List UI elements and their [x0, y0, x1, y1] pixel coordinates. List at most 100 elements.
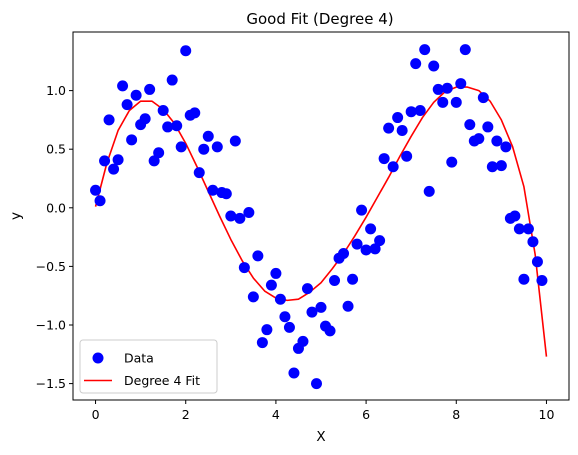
legend: Data Degree 4 Fit: [79, 339, 218, 394]
data-point: [279, 311, 291, 323]
chart-title: Good Fit (Degree 4): [246, 10, 393, 28]
data-point: [365, 223, 377, 235]
data-point: [401, 150, 413, 162]
y-tick-label: 1.0: [46, 83, 66, 98]
x-tick-label: 6: [362, 407, 370, 422]
data-point: [369, 243, 381, 255]
data-point: [455, 78, 467, 90]
data-point: [419, 44, 431, 56]
x-tick-label: 8: [452, 407, 460, 422]
data-point: [225, 210, 237, 222]
data-point: [491, 135, 503, 147]
data-point: [315, 301, 327, 313]
data-point: [500, 141, 512, 153]
data-point: [153, 147, 165, 159]
data-point: [270, 267, 282, 279]
data-point: [513, 223, 525, 235]
data-point: [220, 188, 232, 200]
data-point: [410, 58, 422, 70]
data-point: [459, 44, 471, 56]
data-point: [347, 273, 359, 285]
legend-box: [79, 339, 218, 394]
data-point: [166, 74, 178, 86]
data-point: [202, 130, 214, 142]
data-point: [265, 279, 277, 291]
data-point: [509, 210, 521, 222]
data-point: [329, 274, 341, 286]
y-axis-label: y: [8, 212, 24, 220]
data-point: [148, 155, 160, 167]
data-point: [392, 112, 404, 124]
data-point: [256, 337, 268, 349]
y-tick-label: 0.0: [46, 200, 66, 215]
data-point: [378, 153, 390, 165]
data-point: [94, 195, 106, 207]
data-point: [324, 325, 336, 337]
data-point: [432, 83, 444, 95]
data-point: [423, 185, 435, 197]
data-point: [428, 60, 440, 72]
data-point: [495, 160, 507, 172]
plot-frame: [72, 31, 570, 401]
data-point: [531, 256, 543, 268]
data-point: [477, 92, 489, 104]
data-point: [247, 291, 259, 303]
data-point: [486, 161, 498, 173]
y-axis-ticks: −1.5 −1.0 −0.5 0.0 0.5 1.0: [36, 83, 73, 391]
data-point: [356, 204, 368, 216]
data-point: [338, 248, 350, 259]
data-point: [103, 114, 115, 126]
data-point: [288, 367, 300, 379]
data-point: [297, 335, 309, 347]
data-point: [342, 300, 354, 312]
data-point: [473, 133, 485, 145]
data-point: [99, 155, 111, 167]
data-point: [405, 106, 417, 118]
legend-marker-data: [92, 352, 104, 364]
y-tick-label: −1.5: [36, 376, 66, 391]
legend-label-fit: Degree 4 Fit: [124, 373, 200, 388]
data-point: [193, 167, 205, 179]
data-point: [243, 206, 255, 218]
data-point: [207, 184, 219, 196]
data-point: [396, 124, 408, 136]
data-point: [144, 83, 156, 95]
x-tick-label: 4: [272, 407, 280, 422]
data-points-layer: [90, 44, 548, 390]
data-point: [171, 120, 183, 132]
data-point: [310, 378, 322, 390]
y-tick-label: −0.5: [36, 259, 66, 274]
data-point: [482, 121, 494, 133]
x-tick-label: 0: [92, 407, 100, 422]
data-point: [464, 119, 476, 131]
data-point: [446, 156, 458, 168]
data-point: [306, 306, 318, 318]
data-point: [108, 163, 120, 175]
data-point: [383, 122, 395, 134]
data-point: [234, 212, 246, 224]
data-point: [387, 161, 399, 173]
data-point: [536, 274, 548, 286]
fit-line-layer: [94, 86, 548, 357]
x-axis-label: X: [316, 429, 325, 445]
data-point: [437, 96, 449, 108]
legend-label-data: Data: [124, 351, 154, 366]
data-point: [189, 107, 201, 119]
data-point: [198, 143, 210, 155]
data-point: [126, 134, 138, 146]
y-tick-label: 0.5: [46, 142, 66, 157]
data-point: [121, 99, 133, 111]
data-point: [261, 324, 273, 336]
x-tick-label: 10: [539, 407, 555, 422]
plot-area: [72, 31, 570, 401]
data-point: [180, 45, 192, 57]
data-point: [360, 244, 372, 256]
fit-line: [94, 86, 548, 357]
data-point: [252, 250, 264, 262]
data-point: [139, 113, 151, 125]
data-point: [441, 82, 453, 94]
data-point: [90, 184, 102, 196]
data-point: [229, 135, 241, 147]
data-point: [238, 262, 250, 274]
